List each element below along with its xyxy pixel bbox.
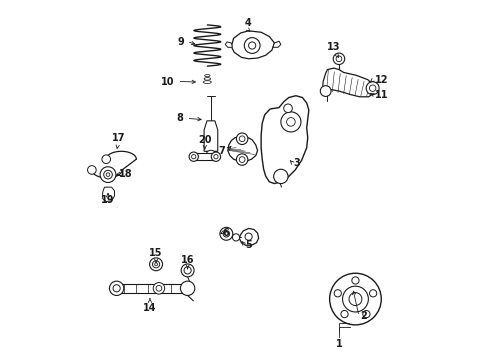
Ellipse shape: [205, 75, 210, 77]
Circle shape: [245, 38, 260, 53]
Circle shape: [211, 152, 220, 161]
Text: 18: 18: [119, 169, 132, 179]
Circle shape: [274, 169, 288, 184]
Text: 17: 17: [112, 134, 125, 143]
Text: 10: 10: [161, 77, 174, 87]
Polygon shape: [273, 41, 281, 47]
Circle shape: [366, 82, 379, 95]
Circle shape: [192, 154, 196, 159]
Text: 1: 1: [336, 339, 343, 349]
Circle shape: [330, 273, 381, 325]
Circle shape: [206, 150, 216, 159]
Text: 19: 19: [101, 195, 115, 205]
Circle shape: [109, 281, 124, 296]
Circle shape: [236, 133, 248, 144]
Circle shape: [336, 56, 342, 62]
Circle shape: [88, 166, 96, 174]
Polygon shape: [322, 68, 375, 97]
Circle shape: [281, 112, 301, 132]
Circle shape: [104, 170, 112, 179]
Circle shape: [113, 285, 120, 292]
Circle shape: [245, 233, 252, 240]
Polygon shape: [231, 31, 274, 59]
Circle shape: [214, 154, 218, 159]
Text: 16: 16: [181, 255, 195, 265]
Circle shape: [236, 154, 248, 165]
Text: 12: 12: [375, 75, 388, 85]
Circle shape: [223, 230, 230, 237]
Circle shape: [239, 157, 245, 162]
Text: 7: 7: [218, 145, 225, 156]
Text: 13: 13: [327, 42, 341, 52]
Text: 5: 5: [245, 239, 252, 249]
Circle shape: [180, 281, 195, 296]
Circle shape: [181, 264, 194, 277]
Circle shape: [363, 310, 370, 318]
Circle shape: [248, 42, 256, 49]
Circle shape: [320, 86, 331, 96]
Circle shape: [149, 258, 163, 271]
Circle shape: [220, 227, 233, 240]
Ellipse shape: [203, 81, 211, 84]
Circle shape: [349, 293, 362, 306]
Circle shape: [156, 285, 162, 291]
Text: 15: 15: [149, 248, 163, 258]
Circle shape: [153, 283, 165, 294]
Ellipse shape: [204, 78, 211, 80]
Circle shape: [106, 173, 110, 176]
Circle shape: [100, 167, 116, 183]
Circle shape: [184, 267, 191, 274]
Circle shape: [352, 277, 359, 284]
Text: 20: 20: [198, 135, 212, 145]
Text: 2: 2: [361, 311, 367, 321]
Polygon shape: [102, 187, 115, 202]
Text: 11: 11: [375, 90, 388, 100]
Text: 9: 9: [177, 37, 184, 46]
Text: 3: 3: [294, 158, 300, 168]
Circle shape: [369, 290, 377, 297]
Circle shape: [343, 286, 368, 312]
Polygon shape: [225, 42, 232, 47]
Circle shape: [155, 263, 157, 266]
Polygon shape: [228, 136, 258, 161]
Circle shape: [333, 53, 344, 64]
Circle shape: [341, 310, 348, 318]
Circle shape: [152, 261, 160, 268]
Circle shape: [102, 155, 111, 163]
Circle shape: [232, 234, 240, 241]
Polygon shape: [239, 228, 259, 245]
Text: 4: 4: [245, 18, 251, 28]
Circle shape: [189, 152, 198, 161]
Circle shape: [284, 104, 293, 113]
Polygon shape: [204, 121, 218, 151]
Circle shape: [334, 290, 342, 297]
Text: 14: 14: [143, 303, 157, 312]
Circle shape: [369, 85, 376, 91]
Polygon shape: [194, 153, 216, 160]
Polygon shape: [261, 96, 309, 184]
Circle shape: [239, 136, 245, 141]
Text: 6: 6: [223, 228, 229, 238]
Text: 8: 8: [176, 113, 183, 123]
Circle shape: [287, 118, 295, 126]
